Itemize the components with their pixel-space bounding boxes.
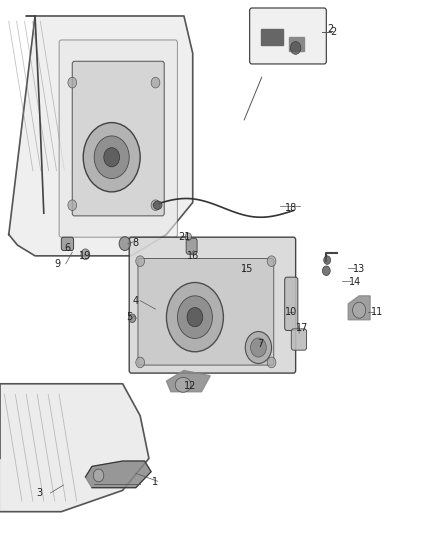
Polygon shape xyxy=(166,370,210,392)
Polygon shape xyxy=(85,461,151,488)
Polygon shape xyxy=(9,16,193,256)
Text: 12: 12 xyxy=(184,382,197,391)
Ellipse shape xyxy=(68,77,77,88)
Ellipse shape xyxy=(136,357,145,368)
Text: 15: 15 xyxy=(241,264,254,274)
Text: 14: 14 xyxy=(349,278,361,287)
Ellipse shape xyxy=(81,249,90,260)
Ellipse shape xyxy=(177,296,212,338)
Ellipse shape xyxy=(166,282,223,352)
Text: 2: 2 xyxy=(331,27,337,37)
Ellipse shape xyxy=(93,469,104,482)
Ellipse shape xyxy=(267,256,276,266)
Ellipse shape xyxy=(119,237,131,251)
Text: 8: 8 xyxy=(133,238,139,247)
Ellipse shape xyxy=(83,123,140,192)
FancyBboxPatch shape xyxy=(186,238,197,254)
Text: 13: 13 xyxy=(353,264,365,274)
Text: 7: 7 xyxy=(258,339,264,349)
FancyBboxPatch shape xyxy=(285,277,298,330)
Ellipse shape xyxy=(175,377,191,392)
Text: 11: 11 xyxy=(371,307,383,317)
FancyBboxPatch shape xyxy=(129,237,296,373)
Text: 2: 2 xyxy=(328,25,334,34)
Ellipse shape xyxy=(104,148,120,167)
Text: 9: 9 xyxy=(54,259,60,269)
Ellipse shape xyxy=(151,77,160,88)
Ellipse shape xyxy=(153,201,162,209)
FancyBboxPatch shape xyxy=(61,237,74,251)
FancyBboxPatch shape xyxy=(59,40,177,237)
Text: 6: 6 xyxy=(65,243,71,253)
Ellipse shape xyxy=(94,136,129,179)
Text: 1: 1 xyxy=(152,478,159,487)
FancyBboxPatch shape xyxy=(250,8,326,64)
Text: 4: 4 xyxy=(133,296,139,306)
Text: 18: 18 xyxy=(285,203,297,213)
Ellipse shape xyxy=(68,200,77,211)
Text: 16: 16 xyxy=(187,251,199,261)
Text: 3: 3 xyxy=(36,488,42,498)
FancyBboxPatch shape xyxy=(291,329,307,350)
Text: 19: 19 xyxy=(79,251,92,261)
FancyBboxPatch shape xyxy=(138,259,274,365)
Ellipse shape xyxy=(322,266,330,276)
Polygon shape xyxy=(261,29,283,45)
Ellipse shape xyxy=(129,314,136,322)
Ellipse shape xyxy=(245,332,272,364)
Polygon shape xyxy=(348,296,370,320)
Ellipse shape xyxy=(267,357,276,368)
Text: 21: 21 xyxy=(178,232,190,242)
Text: 10: 10 xyxy=(285,307,297,317)
Polygon shape xyxy=(289,37,304,51)
Text: 17: 17 xyxy=(296,323,308,333)
Ellipse shape xyxy=(136,256,145,266)
Ellipse shape xyxy=(324,256,331,264)
Ellipse shape xyxy=(251,338,266,357)
FancyBboxPatch shape xyxy=(72,61,164,216)
Text: 5: 5 xyxy=(126,312,132,322)
Ellipse shape xyxy=(353,302,366,318)
Polygon shape xyxy=(0,384,149,512)
Ellipse shape xyxy=(151,200,160,211)
Ellipse shape xyxy=(290,42,301,54)
Ellipse shape xyxy=(185,233,191,240)
Ellipse shape xyxy=(187,308,203,327)
